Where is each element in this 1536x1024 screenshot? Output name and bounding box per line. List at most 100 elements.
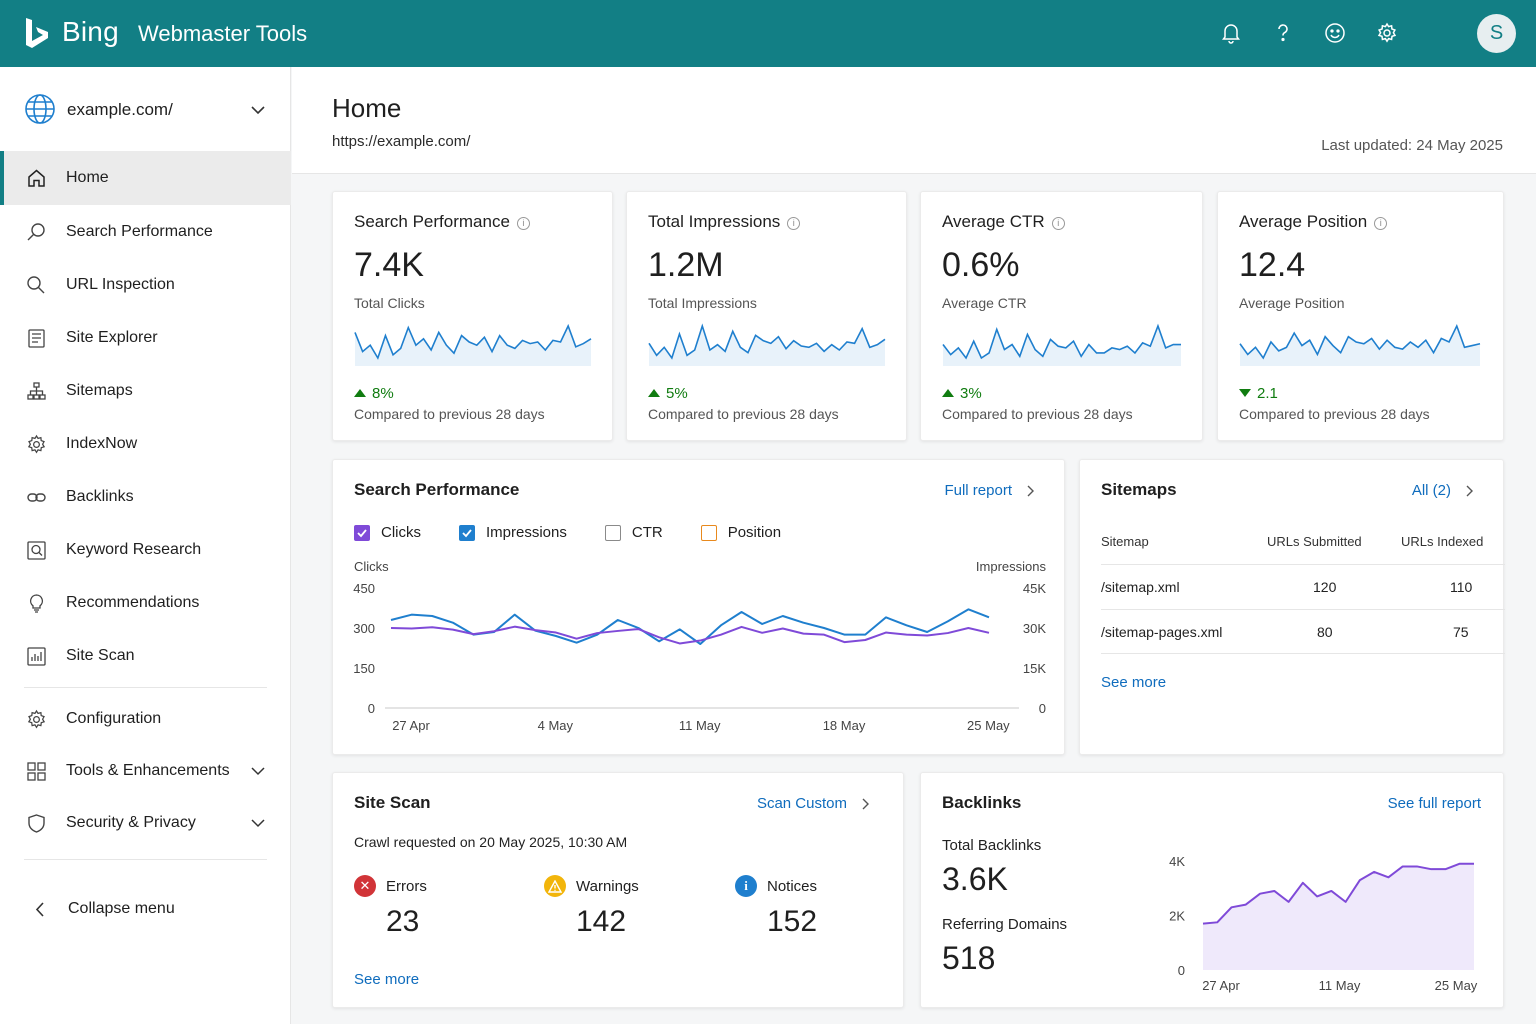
sidebar-item-sitemaps[interactable]: Sitemaps: [0, 364, 291, 418]
sidebar-item-label: Sitemaps: [66, 382, 133, 399]
search-performance-card: Search Performance Full report Clicks Im…: [332, 459, 1065, 755]
magnifier-icon: [27, 276, 45, 294]
full-report-link[interactable]: Full report: [944, 482, 1036, 499]
site-scan-see-more-link[interactable]: See more: [354, 971, 420, 988]
kpi-subtitle: Average Position: [1239, 295, 1345, 311]
sidebar-item-label: Search Performance: [66, 223, 213, 240]
bing-logo-icon: [26, 18, 48, 48]
table-row[interactable]: /sitemap.xml 120 110: [1101, 564, 1505, 609]
kpi-delta: 8%: [354, 385, 394, 402]
scan-errors[interactable]: ✕ Errors 23: [354, 875, 427, 939]
chevron-right-icon: [1466, 485, 1473, 496]
sidebar-item-site-explorer[interactable]: Site Explorer: [0, 311, 291, 365]
chevron-right-icon: [1027, 485, 1034, 496]
chevron-right-icon: [862, 798, 869, 809]
bell-icon[interactable]: [1218, 20, 1244, 46]
y-tick-label-right: 15K: [1023, 661, 1046, 676]
backlinks-area: [1203, 863, 1474, 970]
info-icon[interactable]: i: [787, 217, 801, 230]
settings-gear-icon[interactable]: [1374, 20, 1400, 46]
kpi-card-average-position[interactable]: Average Position i 12.4 Average Position …: [1217, 191, 1504, 441]
sparkline-area: [943, 326, 1181, 366]
sidebar-item-label: Backlinks: [66, 488, 134, 505]
y-tick-label-right: 45K: [1023, 581, 1046, 596]
feedback-smiley-icon[interactable]: [1322, 20, 1348, 46]
product-name: Webmaster Tools: [138, 21, 308, 46]
errors-count: 23: [386, 905, 420, 938]
sidebar-item-tools-enhancements[interactable]: Tools & Enhancements: [0, 744, 291, 798]
sidebar-item-home[interactable]: Home: [0, 151, 291, 205]
sidebar-item-indexnow[interactable]: IndexNow: [0, 417, 291, 471]
sidebar-item-recommendations[interactable]: Recommendations: [0, 576, 291, 630]
kpi-title: Total Impressions: [648, 212, 781, 231]
sitemaps-see-more-link[interactable]: See more: [1101, 674, 1167, 691]
sitemap-url: /sitemap-pages.xml: [1101, 624, 1223, 640]
kpi-card-average-ctr[interactable]: Average CTR i 0.6% Average CTR 3% Compare…: [920, 191, 1203, 441]
sidebar-item-label: Configuration: [66, 710, 162, 727]
info-icon[interactable]: i: [516, 217, 530, 230]
site-scan-card: Site Scan Scan Custom Crawl requested on…: [332, 772, 904, 1008]
legend-ctr-toggle[interactable]: CTR: [604, 524, 663, 541]
backlinks-full-report-link[interactable]: See full report: [1387, 795, 1481, 812]
legend-impressions-toggle[interactable]: Impressions: [459, 524, 567, 541]
notices-count: 152: [767, 905, 818, 938]
column-header: URLs Indexed: [1401, 534, 1484, 549]
lightbulb-icon: [29, 594, 44, 613]
info-icon[interactable]: i: [1374, 217, 1388, 230]
kpi-value: 0.6%: [942, 246, 1020, 284]
sidebar-item-site-scan[interactable]: Site Scan: [0, 629, 291, 683]
globe-icon: [25, 94, 55, 124]
scan-warnings[interactable]: Warnings 142: [544, 875, 639, 939]
sidebar-item-url-inspection[interactable]: URL Inspection: [0, 258, 291, 312]
kpi-compare: Compared to previous 28 days: [354, 406, 545, 422]
legend-position-toggle[interactable]: Position: [700, 524, 781, 541]
checkbox-unchecked-icon: [604, 524, 621, 541]
collapse-menu-button[interactable]: Collapse menu: [0, 882, 291, 936]
kpi-subtitle: Total Clicks: [354, 295, 425, 311]
user-avatar[interactable]: S: [1477, 14, 1516, 53]
sidebar-item-search-performance[interactable]: Search Performance: [0, 205, 291, 259]
help-icon[interactable]: [1270, 20, 1296, 46]
sparkline: [648, 323, 886, 366]
x-tick-label: 25 May: [1435, 978, 1478, 993]
legend-clicks-toggle[interactable]: Clicks: [354, 524, 421, 541]
sidebar-item-keyword-research[interactable]: Keyword Research: [0, 523, 291, 577]
kpi-card-total-impressions[interactable]: Total Impressions i 1.2M Total Impression…: [626, 191, 907, 441]
sparkline-area: [649, 326, 885, 366]
kpi-compare: Compared to previous 28 days: [942, 406, 1133, 422]
info-icon[interactable]: i: [1051, 217, 1065, 230]
series-line-clicks[interactable]: [390, 625, 990, 645]
table-row[interactable]: /sitemap-pages.xml 80 75: [1101, 609, 1505, 654]
section-title: Sitemaps: [1101, 480, 1177, 499]
column-header: URLs Submitted: [1267, 534, 1362, 549]
scan-custom-link[interactable]: Scan Custom: [757, 795, 871, 812]
kpi-delta: 3%: [942, 385, 982, 402]
sparkline: [354, 323, 592, 366]
info-notice-icon: i: [735, 875, 757, 897]
sidebar-item-configuration[interactable]: Configuration: [0, 692, 291, 746]
sparkline-area: [1240, 326, 1480, 366]
urls-indexed: 75: [1453, 624, 1469, 640]
series-line-impressions[interactable]: [390, 608, 990, 645]
all-sitemaps-link[interactable]: All (2): [1412, 482, 1475, 499]
kpi-card-search-performance[interactable]: Search Performance i 7.4K Total Clicks 8%…: [332, 191, 613, 441]
y-tick-label: 0: [1178, 963, 1185, 978]
sidebar-item-security-privacy[interactable]: Security & Privacy: [0, 796, 291, 850]
backlinks-card: Backlinks See full report Total Backlink…: [920, 772, 1504, 1008]
scan-notices[interactable]: i Notices 152: [735, 875, 817, 939]
sidebar-item-backlinks[interactable]: Backlinks: [0, 470, 291, 524]
settings-icon: [27, 709, 46, 729]
site-selector[interactable]: example.com/: [0, 67, 291, 151]
trend-down-icon: [1239, 389, 1251, 397]
sidebar: example.com/ Home Search Performance URL…: [0, 67, 291, 1024]
home-icon: [28, 169, 45, 187]
kpi-delta: 2.1: [1239, 385, 1278, 402]
trend-up-icon: [648, 389, 660, 397]
x-tick-label: 11 May: [679, 718, 721, 733]
kpi-title: Search Performance: [354, 212, 510, 231]
search-performance-chart: Clicks Impressions 450 300 150 0 45K 30K 15K 0 27 …: [353, 559, 1047, 733]
warning-triangle-icon: [544, 875, 566, 897]
y-axis-label-right: Impressions: [976, 559, 1047, 574]
backlinks-line[interactable]: [1202, 862, 1474, 925]
x-tick-label: 27 Apr: [392, 718, 430, 733]
